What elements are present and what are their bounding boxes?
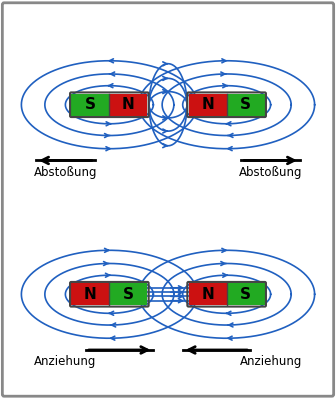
Bar — [188, 94, 227, 116]
Bar — [227, 94, 265, 116]
Text: S: S — [240, 287, 251, 302]
Bar — [71, 94, 109, 116]
Text: Anziehung: Anziehung — [34, 355, 96, 368]
Bar — [227, 283, 265, 305]
Text: N: N — [201, 287, 214, 302]
Bar — [188, 283, 227, 305]
Text: Abstoßung: Abstoßung — [239, 166, 302, 179]
Bar — [109, 94, 148, 116]
Text: S: S — [85, 97, 96, 112]
Text: N: N — [84, 287, 97, 302]
Bar — [71, 283, 109, 305]
Text: S: S — [123, 287, 134, 302]
Text: N: N — [122, 97, 135, 112]
Bar — [109, 283, 148, 305]
Text: S: S — [240, 97, 251, 112]
Text: N: N — [201, 97, 214, 112]
Text: Abstoßung: Abstoßung — [34, 166, 97, 179]
Text: Anziehung: Anziehung — [240, 355, 302, 368]
